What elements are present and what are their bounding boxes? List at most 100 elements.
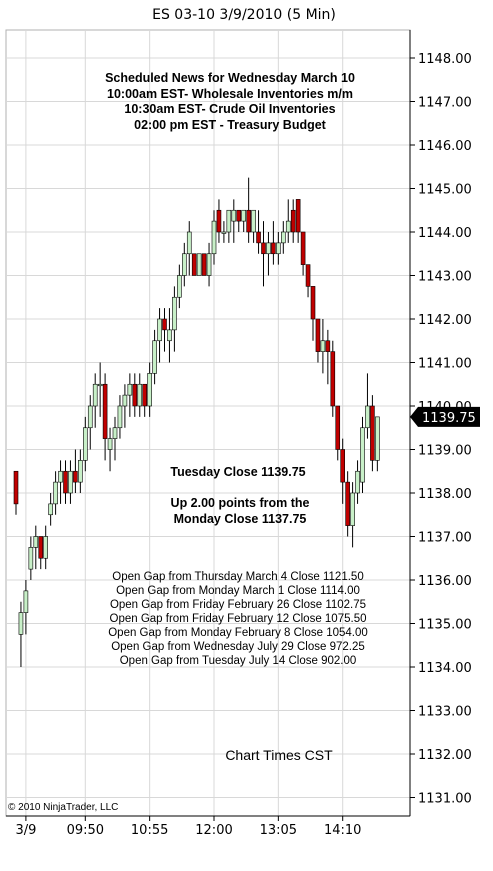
candle [300,231,306,276]
candle-body-up [280,231,286,244]
close-note-line: Monday Close 1137.75 [174,512,307,526]
y-tick-label: 1132.00 [418,748,472,763]
candle [201,253,207,276]
y-tick-label: 1137.00 [418,531,472,546]
candle [186,221,192,276]
candle [167,308,172,363]
candle-body-up [186,231,192,255]
news-heading: Scheduled News for Wednesday March 10 [105,71,355,85]
close-note-line: Up 2.00 points from the [171,496,310,510]
candle [92,373,98,428]
candle [221,221,227,243]
candle [241,209,246,232]
candle [211,210,217,265]
candle-body-up [33,536,39,548]
candle [18,601,24,667]
candle-body-up [221,231,227,234]
candle-body-up [127,383,133,396]
candle-body-up [196,253,202,276]
candle [182,242,187,287]
candle [226,209,232,243]
candle [290,199,296,243]
candle-body-up [231,209,237,222]
x-axis: 3/9 09:50 10:55 12:00 13:05 14:10 [15,816,361,838]
candle [78,449,83,493]
candle [231,199,237,243]
candle [58,460,63,504]
candle-body-up [167,329,172,342]
candle [142,383,147,417]
news-line: 02:00 pm EST - Treasury Budget [134,118,327,132]
candle [122,384,128,428]
candle-body-down [162,318,167,331]
candle-body-down [256,231,261,244]
candle-layer [13,177,380,667]
candle-body-up [87,405,93,429]
candle [127,373,133,417]
candle-body-down [63,470,68,494]
close-annotation: Tuesday Close 1139.75 Up 2.00 points fro… [170,465,309,526]
candle [276,232,281,265]
candle [132,373,138,417]
candle [360,416,365,493]
candle-body-down [290,209,296,233]
candle [246,177,251,243]
x-tick-label: 13:05 [260,823,297,838]
chart-title: ES 03-10 3/9/2010 (5 Min) [152,7,336,23]
candle-body-down [102,383,108,439]
candle-body-down [370,405,375,461]
close-note-line: Tuesday Close 1139.75 [170,465,305,479]
candle [196,253,202,276]
candle-body-up [58,470,63,483]
candle-body-down [340,449,346,483]
news-annotation: Scheduled News for Wednesday March 10 10… [105,71,355,132]
y-tick-label: 1146.00 [418,139,472,154]
plot-area[interactable] [5,29,411,817]
candle [102,373,108,461]
gaps-annotation: Open Gap from Thursday March 4 Close 112… [108,571,368,667]
y-tick-label: 1139.00 [418,444,472,459]
candle-body-down [345,481,350,526]
candle [23,580,29,635]
candle [310,286,316,341]
y-tick-label: 1134.00 [418,661,472,676]
y-tick-label: 1135.00 [418,618,472,633]
candle [375,416,380,472]
y-tick-label: 1131.00 [418,792,472,807]
candle-body-up [276,242,281,255]
candle-body-down [325,340,331,352]
gap-line: Open Gap from Friday February 26 Close 1… [110,599,366,611]
candle [305,264,311,298]
candle-body-up [48,503,53,516]
y-tick-label: 1133.00 [418,705,472,720]
candle [370,395,375,472]
candle-body-up [53,481,58,505]
candle [172,286,177,352]
candle [206,242,212,287]
candle [83,416,88,472]
candle [355,460,360,504]
candle-body-up [320,340,326,352]
chart-times-note: Chart Times CST [225,747,333,763]
candle-body-up [68,470,73,494]
candle-body-down [330,351,336,407]
candle [330,340,336,417]
candle-body-up [241,209,246,222]
candle [335,405,341,461]
y-tick-label: 1136.00 [418,574,472,589]
candle-body-down [305,264,311,287]
candle-body-down [310,286,316,320]
candle [162,308,167,352]
candle [365,373,370,439]
candle-body-down [38,536,44,559]
candle-body-up [355,470,360,494]
candle-body-down [142,383,147,407]
candle [271,221,276,265]
candle-body-up [18,612,24,635]
gap-line: Open Gap from Tuesday July 14 Close 902.… [120,655,357,667]
y-axis: 1131.00 1132.00 1133.00 1134.00 1135.00 1136.… [410,52,472,807]
candle [13,470,19,515]
candle [261,221,266,287]
gap-line: Open Gap from Thursday March 4 Close 112… [112,571,363,583]
